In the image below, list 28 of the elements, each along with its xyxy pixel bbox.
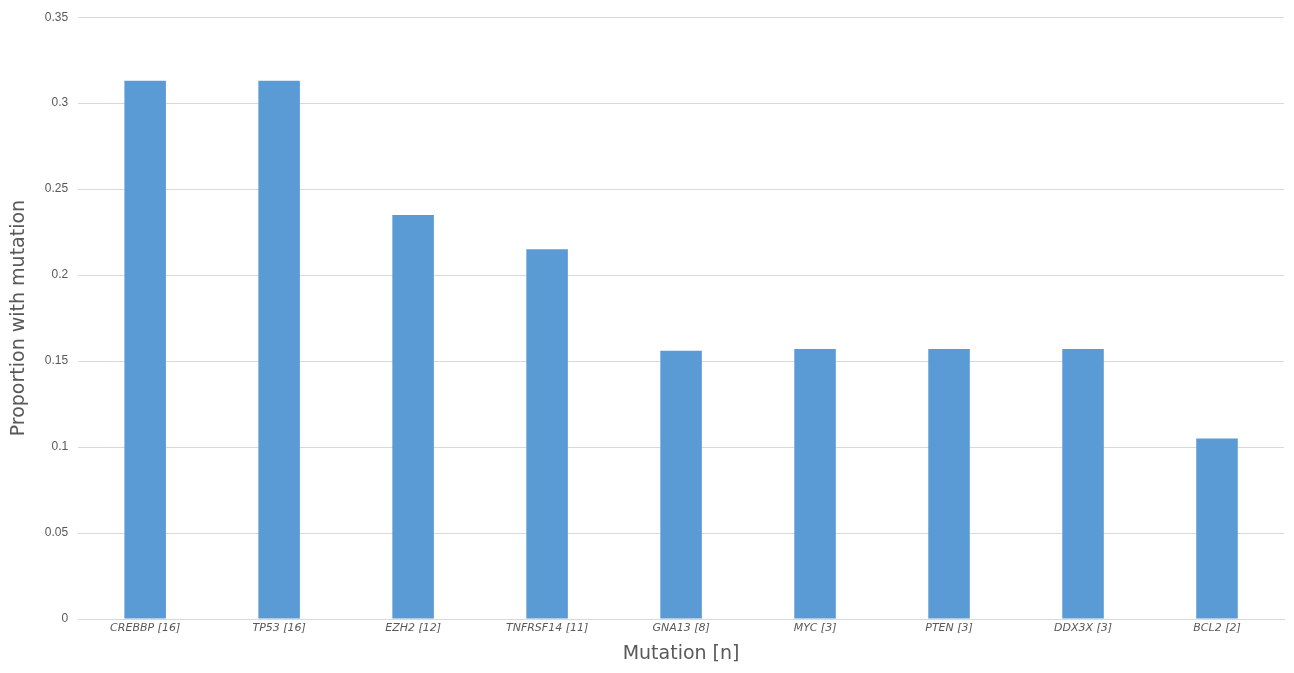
x-tick-label: TNFRSF14 [11] — [505, 621, 589, 635]
y-tick-label: 0.15 — [44, 353, 69, 368]
x-tick-label: MYC [3] — [793, 621, 837, 635]
y-tick-label: 0.2 — [51, 267, 69, 282]
x-tick-label: TP53 [16] — [252, 621, 306, 635]
x-axis-title: Mutation [n] — [622, 640, 740, 663]
x-tick-label: PTEN [3] — [925, 621, 973, 635]
y-tick-label: 0.35 — [44, 9, 69, 24]
y-tick-label: 0 — [61, 611, 69, 626]
x-tick-label: GNA13 [8] — [652, 621, 710, 635]
y-tick-label: 0.05 — [44, 525, 69, 540]
y-tick-label: 0.25 — [44, 181, 69, 196]
y-tick-label: 0.1 — [51, 439, 69, 454]
bar — [1196, 438, 1238, 619]
x-tick-label: BCL2 [2] — [1193, 621, 1241, 635]
y-tick-label: 0.3 — [51, 95, 69, 110]
x-tick-label: CREBBP [16] — [110, 621, 181, 635]
bar — [124, 80, 166, 619]
x-tick-label: DDX3X [3] — [1053, 621, 1113, 635]
y-axis-title: Proportion with mutation — [6, 199, 29, 437]
bar — [1062, 349, 1104, 619]
x-tick-label: EZH2 [12] — [385, 621, 442, 635]
bar — [392, 214, 434, 619]
bar — [526, 249, 568, 619]
bar — [258, 80, 300, 619]
bar — [794, 349, 836, 619]
bar — [660, 350, 702, 619]
bar — [928, 349, 970, 619]
